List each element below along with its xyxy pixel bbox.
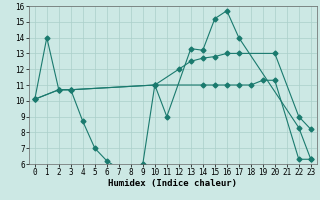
X-axis label: Humidex (Indice chaleur): Humidex (Indice chaleur) <box>108 179 237 188</box>
